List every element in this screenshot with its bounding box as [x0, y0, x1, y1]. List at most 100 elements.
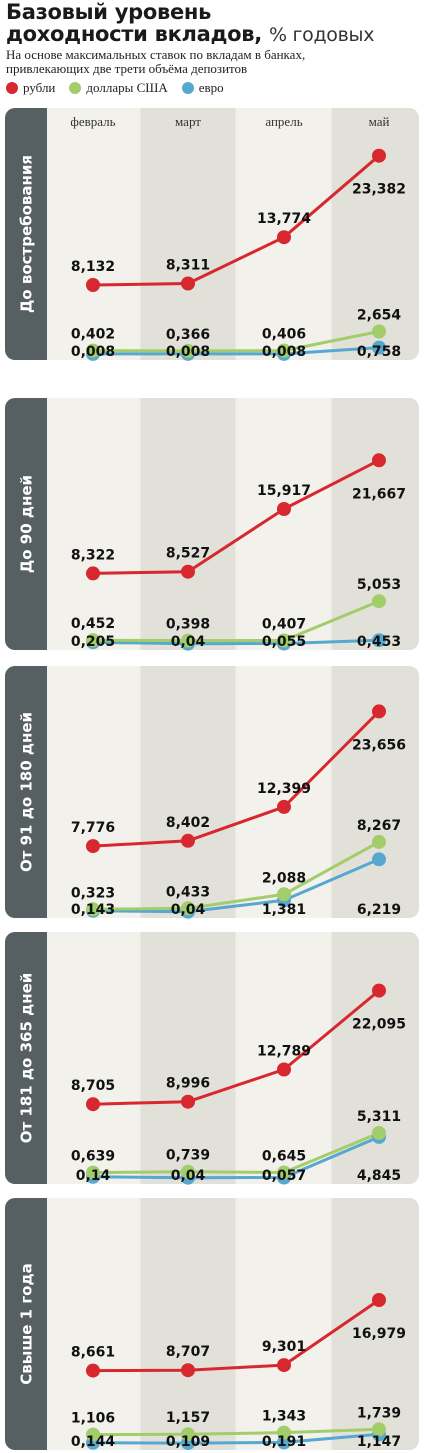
panel-4-series-0-point-1 [181, 1363, 195, 1378]
month-label-1: март [175, 114, 201, 129]
subtitle-line-1: На основе максимальных ставок по вкладам… [6, 47, 306, 62]
panel-4-series-0-line [92, 1298, 380, 1373]
panel-1-series-0-point-3 [372, 453, 386, 468]
panel-3-title: От 181 до 365 дней [18, 973, 36, 1144]
panel-2-series-1-point-1 [181, 901, 195, 916]
panel-1-column-shade-1 [140, 398, 236, 650]
panel-2-series-2-label-2: 1,381 [262, 902, 306, 918]
panel-0-series-1-label-0: 0,402 [71, 327, 115, 343]
panel-2-series-1-label-0: 0,323 [71, 885, 115, 901]
panel-1-series-0-point-1 [181, 564, 195, 579]
panel-2-series-0-label-3: 23,656 [352, 737, 406, 753]
panel-1-column-shade-3 [331, 398, 419, 650]
panel-4-side-band-fill [25, 1198, 47, 1450]
panel-2-series-1-label-3: 8,267 [357, 818, 401, 834]
panel-0-side-band-fill [25, 108, 47, 360]
panel-3-series-1-label-3: 5,311 [357, 1109, 401, 1125]
panel-0-series-1-point-2 [277, 343, 291, 358]
panel-1-series-0-label-1: 8,527 [166, 546, 210, 562]
panel-0-series-0-label-0: 8,132 [71, 259, 115, 275]
panel-2-series-1-point-2 [277, 887, 291, 902]
panel-3-series-0-label-1: 8,996 [166, 1076, 210, 1092]
panel-2-series-2-point-3 [372, 852, 386, 867]
panel-3-series-0-label-0: 8,705 [71, 1078, 115, 1094]
panel-3-series-1-point-1 [181, 1164, 195, 1179]
panel-3-series-1-label-0: 0,639 [71, 1149, 115, 1165]
panel-0-series-0-point-0 [86, 278, 100, 292]
panel-0-series-0-label-3: 23,382 [352, 182, 406, 198]
panel-1-series-1-point-0 [86, 633, 100, 648]
panel-0-series-1-point-1 [181, 343, 195, 358]
panel-2-series-2-line [92, 857, 380, 914]
panel-1-series-0-point-2 [277, 502, 291, 516]
panel-3-series-1-point-0 [86, 1165, 100, 1180]
panel-3-series-0-point-0 [86, 1097, 100, 1112]
subtitle: На основе максимальных ставок по вкладам… [6, 48, 420, 76]
panel-1-series-1-point-1 [181, 633, 195, 648]
panel-3-series-1-label-2: 0,645 [262, 1149, 306, 1165]
panel-2-series-1-point-3 [372, 834, 386, 849]
panel-4-series-2-label-2: 0,191 [262, 1434, 306, 1450]
panel-0-series-2-label-1: 0,008 [166, 344, 210, 360]
panel-1-series-1-label-2: 0,407 [262, 617, 306, 633]
panel-0-series-1-label-2: 0,406 [262, 327, 306, 343]
panel-3-series-0-label-2: 12,789 [257, 1044, 311, 1060]
panel-4-series-0-label-2: 9,301 [262, 1339, 306, 1355]
legend-item-usd: доллары США [69, 80, 168, 96]
panel-0-column-shade-3 [331, 108, 419, 360]
panel-4-series-1-line [92, 1427, 380, 1437]
panel-1-side-band-fill [25, 398, 47, 650]
panel-0-series-1-point-3 [372, 324, 386, 339]
panel-4-series-1-point-0 [86, 1427, 100, 1442]
panel-1-title: До 90 дней [18, 475, 36, 573]
panel-2-series-0-line [92, 710, 381, 848]
legend-label-usd: доллары США [86, 80, 168, 95]
panel-4-series-0-point-2 [277, 1358, 291, 1373]
panel-4-series-1-label-3: 1,739 [357, 1405, 401, 1421]
panel-0-column-shade-1 [140, 108, 236, 360]
panel-4-series-1-label-1: 1,157 [166, 1410, 210, 1426]
panel-0-series-2-point-3 [372, 340, 386, 355]
panel-2-series-2-label-0: 0,143 [71, 902, 115, 918]
panel-1-column-shade-fill-3 [331, 398, 352, 650]
panel-1-series-0-line [92, 458, 380, 575]
panel-2-series-2-label-1: 0,04 [171, 902, 206, 918]
panel-4-title: Свыше 1 года [18, 1263, 36, 1384]
panel-4-column-shade-1 [140, 1198, 236, 1450]
panel-0-title: До востребования [18, 155, 36, 313]
panel-2-series-0-point-3 [372, 704, 386, 719]
panel-0-series-0-line [92, 154, 380, 287]
panel-4-column-shade-3 [331, 1198, 419, 1450]
panel-4-series-1-point-2 [277, 1425, 291, 1440]
panel-3-series-2-line [92, 1135, 380, 1180]
panel-1-series-1-line [92, 599, 380, 643]
panel-4-series-0-label-1: 8,707 [166, 1344, 210, 1360]
panel-2-series-1-label-2: 2,088 [262, 870, 306, 886]
legend-item-eur: евро [181, 80, 224, 96]
panel-0-series-2-label-2: 0,008 [262, 344, 306, 360]
panel-3-series-2-label-3: 4,845 [357, 1168, 401, 1184]
panel-2-series-0-point-1 [181, 833, 195, 848]
legend-dot-rub [6, 82, 18, 94]
panel-2-series-0-point-0 [86, 839, 100, 854]
panel-1-series-1-label-1: 0,398 [166, 617, 210, 633]
panel-3-series-1-line [92, 1131, 380, 1175]
panel-0-series-0-label-1: 8,311 [166, 258, 210, 274]
panel-2-series-2-label-3: 6,219 [357, 902, 401, 918]
panel-1-series-2-point-3 [372, 633, 386, 648]
panel-3-series-1-label-1: 0,739 [166, 1148, 210, 1164]
panel-4-series-1-point-1 [181, 1427, 195, 1442]
panel-2-series-0-point-2 [277, 799, 291, 814]
panel-0-series-0-point-2 [277, 230, 291, 245]
panel-2-title: От 91 до 180 дней [18, 712, 36, 872]
month-label-0: февраль [70, 114, 115, 129]
chart-header: Базовый уровень доходности вкладов, % го… [6, 0, 420, 96]
panel-3-column-shade-1 [140, 932, 236, 1184]
legend: рубли доллары США евро [6, 80, 420, 96]
panel-1-series-1-label-3: 5,053 [357, 577, 401, 593]
panel-1-series-1-point-3 [372, 594, 386, 609]
panel-2-series-0-label-2: 12,399 [257, 781, 311, 797]
panel-3-column-shade-fill-3 [331, 932, 352, 1184]
panel-0-series-1-label-3: 2,654 [357, 307, 402, 323]
